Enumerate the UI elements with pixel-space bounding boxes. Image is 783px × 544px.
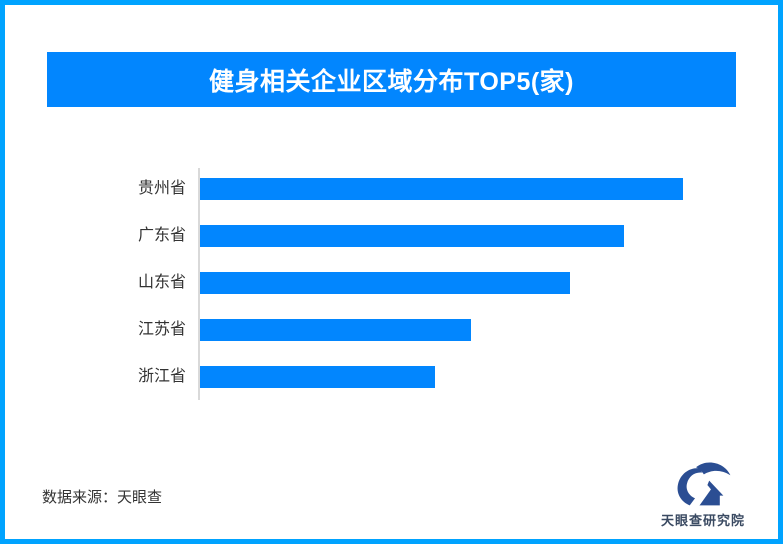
logo-text: 天眼查研究院	[660, 513, 745, 528]
chart-row: 浙江省	[0, 366, 783, 388]
chart-row: 广东省	[0, 225, 783, 247]
category-label: 山东省	[137, 274, 186, 291]
tianyancha-eye-logo	[677, 462, 731, 508]
bar	[200, 366, 435, 388]
chart-row: 贵州省	[0, 178, 783, 200]
chart-title: 健身相关企业区域分布TOP5(家)	[209, 67, 574, 96]
title-banner: 健身相关企业区域分布TOP5(家)	[47, 52, 736, 107]
chart-row: 江苏省	[0, 319, 783, 341]
bar	[200, 225, 624, 247]
chart-row: 山东省	[0, 272, 783, 294]
bar	[200, 272, 570, 294]
category-label: 贵州省	[137, 180, 186, 197]
category-label: 广东省	[137, 227, 186, 244]
bar	[200, 178, 683, 200]
category-label: 江苏省	[137, 321, 186, 338]
y-axis-line	[198, 168, 200, 400]
category-label: 浙江省	[137, 368, 186, 385]
data-source-label: 数据来源：天眼查	[42, 489, 163, 506]
logo-block: 天眼查研究院	[648, 462, 758, 529]
bar	[200, 319, 471, 341]
